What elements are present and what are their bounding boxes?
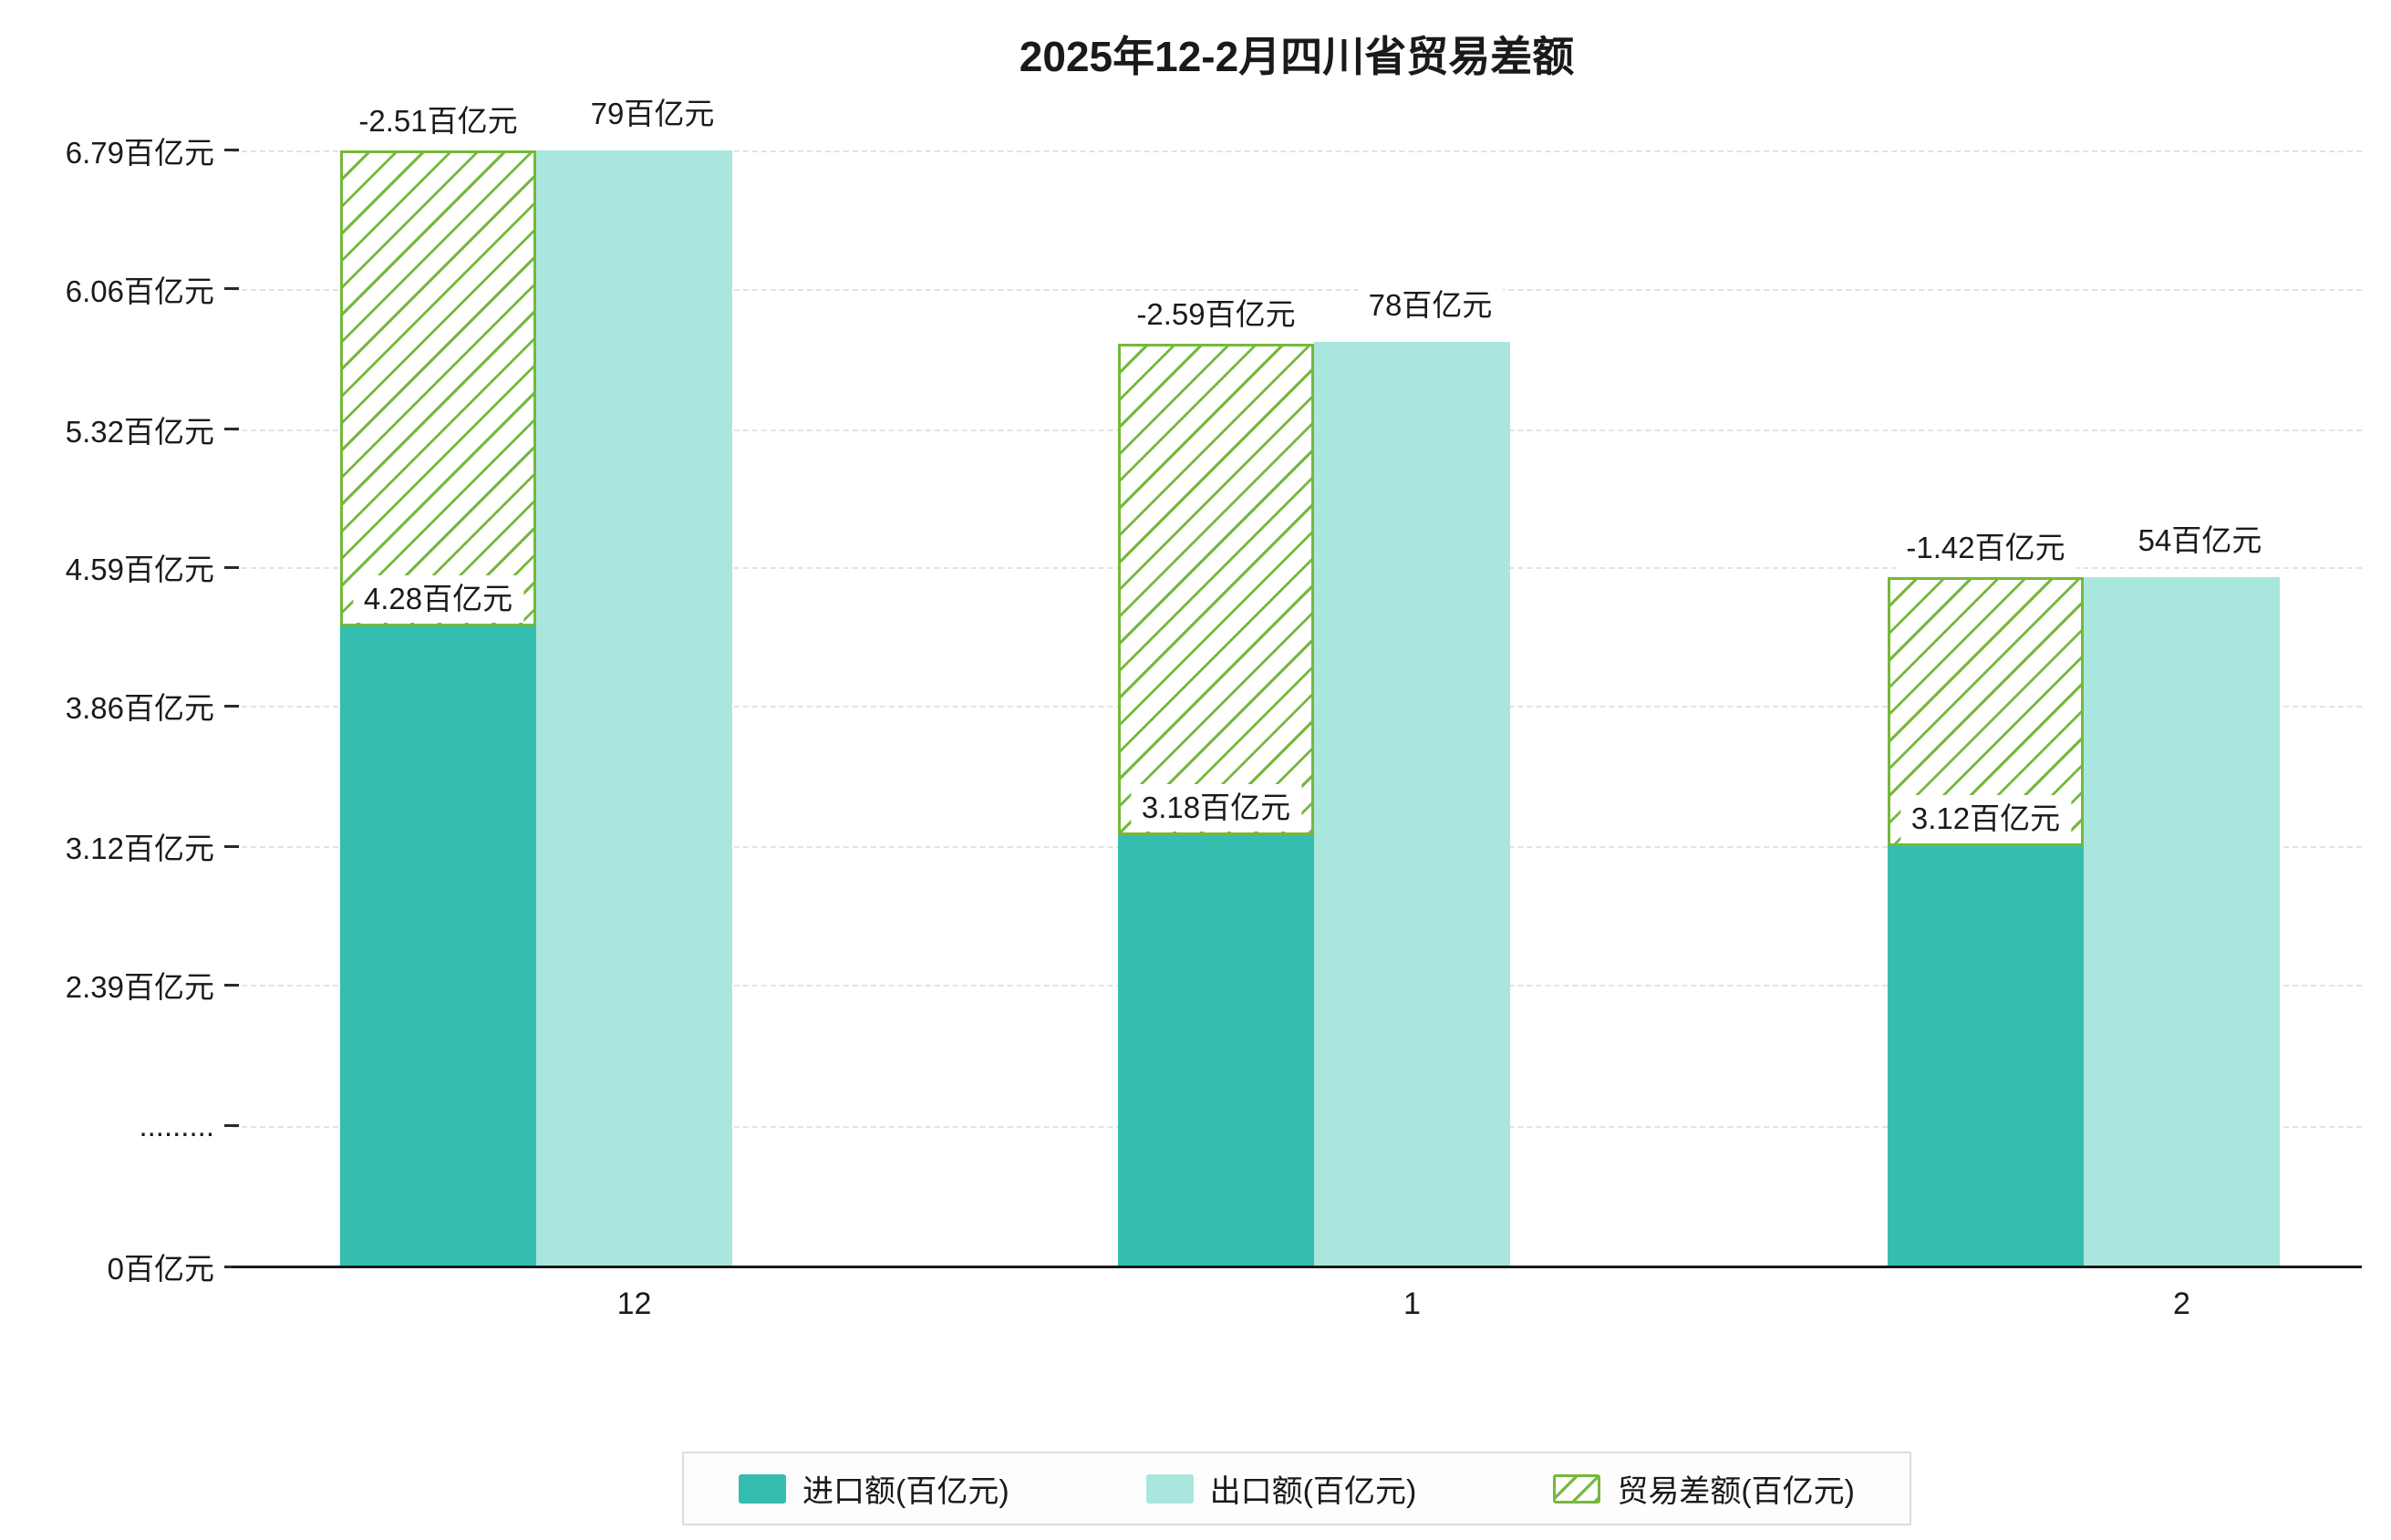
legend-label-trade-balance: 贸易差额(百亿元)	[1617, 1474, 1855, 1509]
export-bar	[536, 150, 732, 1266]
y-axis-tick-label: 6.06百亿元	[65, 274, 214, 308]
import-bar	[340, 625, 536, 1266]
import-bar	[1888, 846, 2084, 1266]
y-axis-tick-label: 4.59百亿元	[65, 553, 214, 587]
export-bar	[2084, 576, 2280, 1266]
trade-balance-value-label: -2.59百亿元	[1125, 290, 1307, 339]
legend-label-export: 出口额(百亿元)	[1209, 1474, 1417, 1509]
legend: 进口额(百亿元) 出口额(百亿元) 贸易差额(百亿元)	[682, 1452, 1911, 1525]
legend-item-export: 出口额(百亿元)	[1145, 1466, 1417, 1511]
trade-balance-bar	[1118, 343, 1314, 835]
y-axis-tick-mark	[224, 704, 239, 708]
legend-item-trade-balance: 贸易差额(百亿元)	[1553, 1466, 1855, 1511]
export-value-label: 79百亿元	[579, 89, 726, 139]
y-axis-tick-mark	[224, 287, 239, 291]
y-gridline	[233, 288, 2362, 291]
y-axis-tick-label: 2.39百亿元	[65, 970, 214, 1004]
export-bar	[1314, 341, 1510, 1266]
y-axis-tick-label: 3.86百亿元	[65, 691, 214, 726]
x-axis-tick-label: 1	[1403, 1287, 1421, 1321]
y-axis-tick-mark	[224, 1124, 239, 1127]
trade-balance-value-label: -1.42百亿元	[1895, 523, 2076, 573]
y-axis-tick-mark	[224, 1265, 239, 1268]
y-gridline	[233, 150, 2362, 152]
y-axis-tick-label: .........	[139, 1108, 214, 1142]
y-axis-tick-label: 3.12百亿元	[65, 832, 214, 866]
legend-item-import: 进口额(百亿元)	[739, 1466, 1009, 1511]
import-swatch-icon	[739, 1473, 787, 1504]
y-axis-tick-label: 6.79百亿元	[65, 135, 214, 170]
export-value-label: 78百亿元	[1357, 281, 1504, 330]
import-bar	[1118, 834, 1314, 1266]
import-value-label: 3.12百亿元	[1899, 795, 2072, 843]
export-swatch-icon	[1145, 1473, 1194, 1504]
import-value-label: 3.18百亿元	[1130, 783, 1302, 832]
x-axis-tick-label: 2	[2173, 1287, 2190, 1321]
chart-title: 2025年12-2月四川省贸易差额	[1019, 33, 1575, 80]
y-axis-tick-label: 0百亿元	[107, 1252, 214, 1286]
trade-balance-value-label: -2.51百亿元	[347, 97, 529, 146]
x-axis-line	[233, 1265, 2362, 1268]
export-value-label: 54百亿元	[2127, 516, 2273, 565]
x-axis-tick-label: 12	[616, 1287, 652, 1321]
y-axis-tick-label: 5.32百亿元	[65, 414, 214, 449]
y-axis-tick-mark	[224, 983, 239, 987]
trade-balance-swatch-icon	[1553, 1473, 1601, 1504]
y-axis-tick-mark	[224, 149, 239, 152]
y-axis-tick-mark	[224, 565, 239, 569]
trade-balance-bar	[340, 150, 536, 626]
legend-label-import: 进口额(百亿元)	[802, 1474, 1009, 1509]
y-axis-tick-mark	[224, 428, 239, 431]
import-value-label: 4.28百亿元	[352, 574, 524, 624]
y-axis-tick-mark	[224, 844, 239, 848]
